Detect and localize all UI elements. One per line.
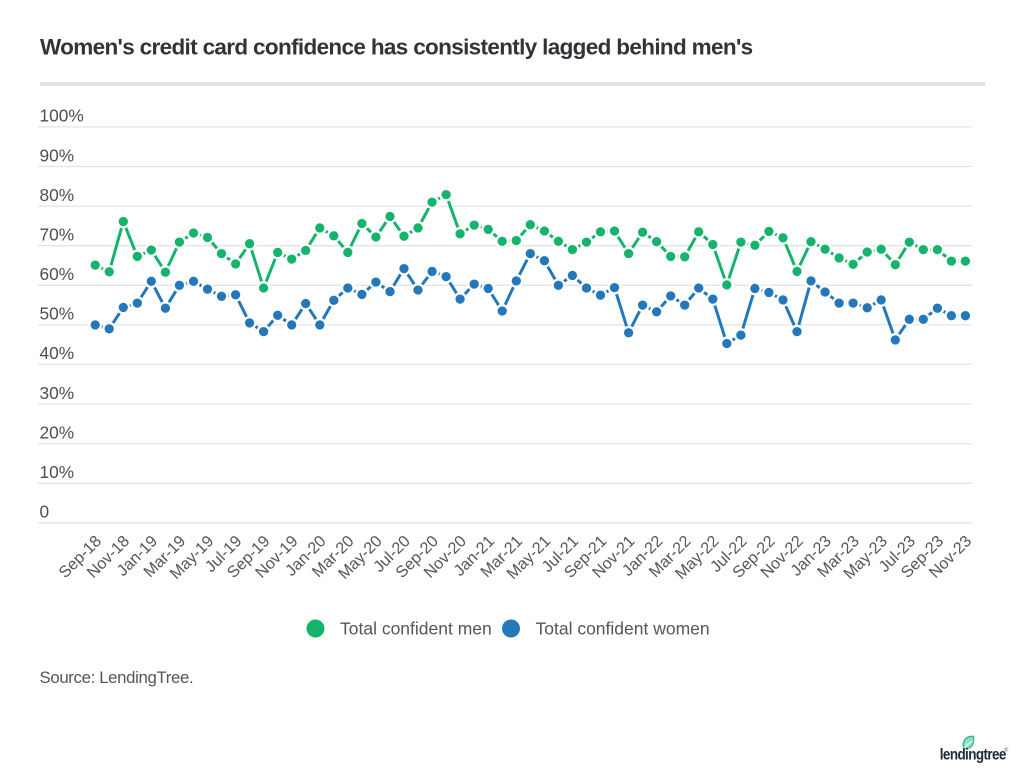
svg-text:®: ® [1004,747,1008,754]
svg-text:Source: LendingTree.: Source: LendingTree. [40,668,194,687]
svg-text:100%: 100% [40,106,84,126]
svg-text:50%: 50% [40,304,75,324]
svg-text:Total confident women: Total confident women [536,619,710,639]
svg-text:80%: 80% [40,185,75,205]
svg-text:60%: 60% [40,264,75,284]
svg-text:10%: 10% [40,462,75,482]
svg-text:70%: 70% [40,225,75,245]
svg-text:0: 0 [40,502,50,522]
svg-text:30%: 30% [40,383,75,403]
svg-text:lendingtree: lendingtree [940,746,1006,763]
svg-text:40%: 40% [40,343,75,363]
svg-text:Women's credit card confidence: Women's credit card confidence has consi… [40,35,753,60]
svg-text:Total confident men: Total confident men [340,619,492,639]
svg-text:90%: 90% [40,145,75,165]
svg-text:20%: 20% [40,422,75,442]
